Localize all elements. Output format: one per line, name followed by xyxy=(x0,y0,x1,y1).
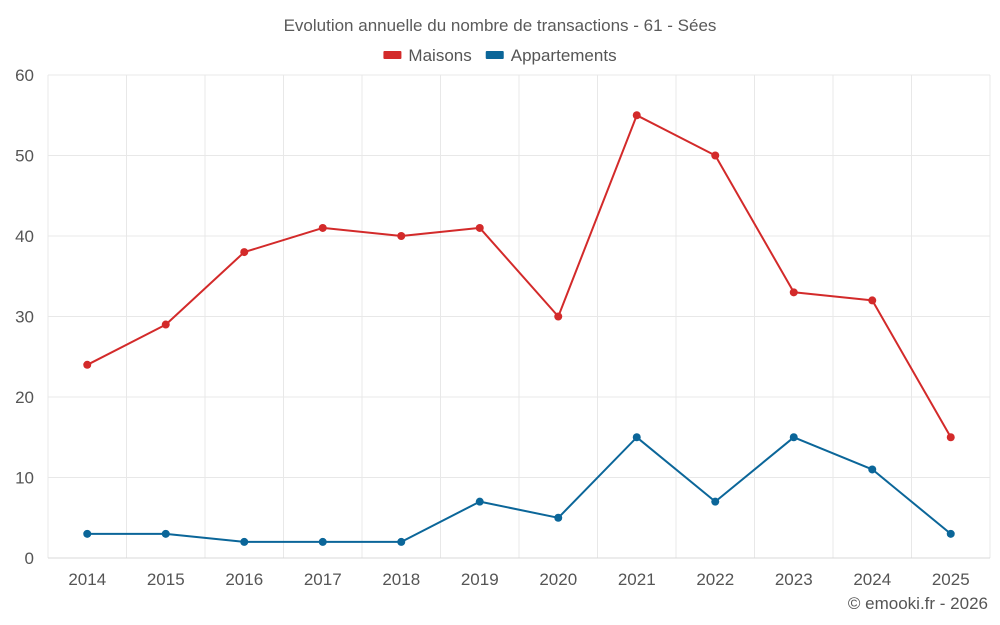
data-point[interactable] xyxy=(946,433,955,442)
y-tick-label: 50 xyxy=(15,147,34,166)
x-tick-label: 2019 xyxy=(461,570,499,589)
x-tick-label: 2016 xyxy=(225,570,263,589)
series-line xyxy=(86,114,952,438)
data-point[interactable] xyxy=(161,529,170,538)
y-tick-label: 60 xyxy=(15,66,34,85)
data-point[interactable] xyxy=(789,288,798,297)
x-tick-label: 2021 xyxy=(618,570,656,589)
legend-label: Appartements xyxy=(511,46,617,65)
data-point[interactable] xyxy=(397,537,406,546)
data-point[interactable] xyxy=(711,151,720,160)
data-point[interactable] xyxy=(83,529,92,538)
credit-text: © emooki.fr - 2026 xyxy=(848,594,988,613)
data-point[interactable] xyxy=(868,296,877,305)
data-point[interactable] xyxy=(475,497,484,506)
x-tick-label: 2025 xyxy=(932,570,970,589)
x-tick-label: 2018 xyxy=(382,570,420,589)
legend-item-maisons[interactable]: Maisons xyxy=(383,46,472,65)
x-tick-label: 2017 xyxy=(304,570,342,589)
data-point[interactable] xyxy=(868,465,877,474)
data-point[interactable] xyxy=(789,433,798,442)
data-point[interactable] xyxy=(554,312,563,321)
series-layer xyxy=(83,111,955,546)
data-point[interactable] xyxy=(240,537,249,546)
x-tick-label: 2022 xyxy=(696,570,734,589)
chart-title: Evolution annuelle du nombre de transact… xyxy=(284,16,717,35)
x-tick-label: 2024 xyxy=(853,570,891,589)
data-point[interactable] xyxy=(240,248,249,257)
x-tick-label: 2020 xyxy=(539,570,577,589)
legend-swatch xyxy=(485,51,504,59)
y-tick-label: 40 xyxy=(15,227,34,246)
data-point[interactable] xyxy=(711,497,720,506)
data-point[interactable] xyxy=(475,223,484,232)
x-tick-label: 2014 xyxy=(68,570,106,589)
data-point[interactable] xyxy=(161,320,170,329)
legend-swatch xyxy=(383,51,402,59)
data-point[interactable] xyxy=(632,433,641,442)
y-tick-label: 10 xyxy=(15,469,34,488)
y-tick-label: 20 xyxy=(15,388,34,407)
grid xyxy=(47,74,991,558)
x-tick-label: 2023 xyxy=(775,570,813,589)
data-point[interactable] xyxy=(83,360,92,369)
data-point[interactable] xyxy=(554,513,563,522)
data-point[interactable] xyxy=(318,223,327,232)
series-maisons xyxy=(83,111,955,442)
data-point[interactable] xyxy=(397,232,406,240)
legend[interactable]: Maisons Appartements xyxy=(383,46,617,65)
y-tick-label: 30 xyxy=(15,308,34,327)
data-point[interactable] xyxy=(946,529,955,538)
series-appartements xyxy=(83,433,955,546)
data-point[interactable] xyxy=(318,537,327,546)
series-line xyxy=(87,436,952,543)
legend-item-appartements[interactable]: Appartements xyxy=(485,46,617,65)
legend-label: Maisons xyxy=(408,46,471,65)
y-tick-label: 0 xyxy=(25,549,34,568)
axes: 0 10 20 30 40 50 60 2014 2015 2016 2017 2018 2019 202… xyxy=(15,66,990,589)
x-tick-label: 2015 xyxy=(147,570,185,589)
data-point[interactable] xyxy=(632,111,641,120)
